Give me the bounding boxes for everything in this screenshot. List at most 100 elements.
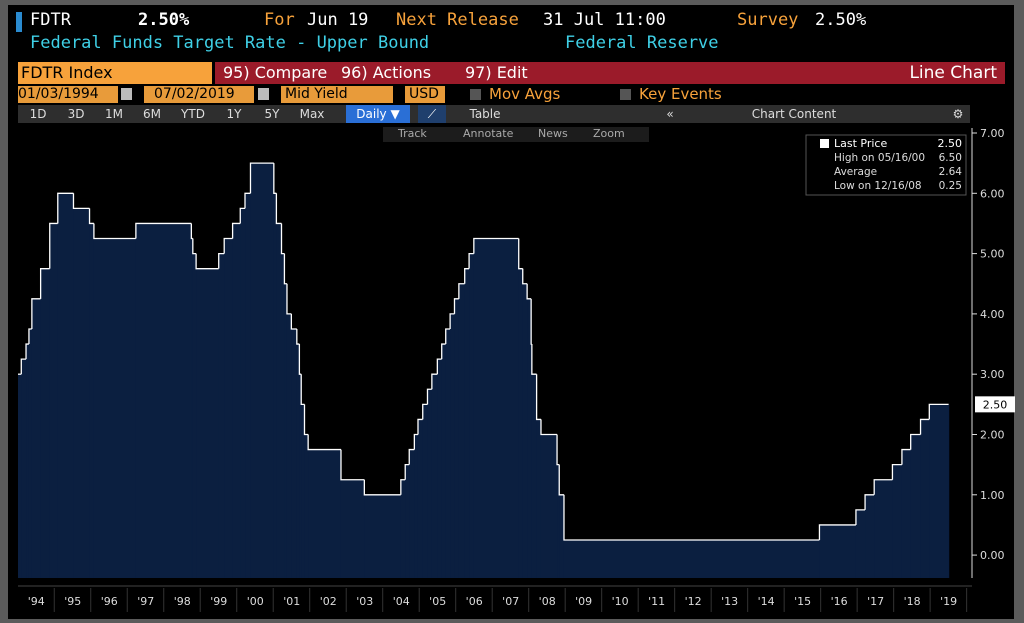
- step-line: [363, 479, 401, 496]
- x-tick-label: '11: [648, 595, 665, 608]
- step-line: [449, 313, 455, 329]
- y-tick-label: 2.00: [980, 428, 1005, 441]
- start-date[interactable]: 01/03/1994: [18, 86, 118, 103]
- y-tick-label: 3.00: [980, 368, 1005, 381]
- step-line: [928, 403, 949, 420]
- end-date[interactable]: 07/02/2019: [144, 86, 254, 103]
- chart-content[interactable]: Chart Content: [734, 105, 854, 123]
- period-button[interactable]: YTD: [172, 105, 214, 123]
- settings-icon[interactable]: ⚙: [948, 105, 968, 123]
- tool-button[interactable]: Track: [398, 127, 427, 140]
- step-line: [404, 463, 410, 480]
- x-tick-label: '19: [940, 595, 957, 608]
- menu-button[interactable]: 96) Actions: [335, 62, 461, 84]
- for-value: Jun 19: [307, 10, 369, 30]
- area-step: [536, 419, 542, 578]
- period-button[interactable]: 6M: [134, 105, 170, 123]
- step-line: [464, 268, 470, 284]
- field-select[interactable]: Mid Yield: [281, 86, 393, 103]
- security-field[interactable]: FDTR Index: [18, 62, 212, 84]
- checkbox[interactable]: [620, 89, 631, 100]
- step-line: [72, 193, 90, 210]
- price: 2.50%: [138, 10, 190, 30]
- area-step: [441, 344, 447, 578]
- tool-button[interactable]: News: [538, 127, 568, 140]
- step-line: [919, 418, 930, 435]
- x-tick-label: '96: [101, 595, 118, 608]
- area-step: [563, 540, 820, 578]
- calendar-icon[interactable]: [121, 88, 132, 100]
- area-step: [910, 434, 922, 578]
- x-tick-label: '13: [721, 595, 738, 608]
- table-button[interactable]: Table: [452, 105, 518, 123]
- area-step: [450, 313, 455, 578]
- area-step: [250, 163, 275, 578]
- area-step: [901, 449, 912, 578]
- period-button[interactable]: 3D: [58, 105, 94, 123]
- collapse[interactable]: «: [658, 105, 682, 123]
- area-step: [224, 238, 234, 579]
- step-line: [218, 252, 225, 269]
- x-tick-label: '16: [831, 595, 848, 608]
- tool-bar: [383, 127, 649, 142]
- area-step: [892, 464, 903, 578]
- y-tick-label: 1.00: [980, 489, 1005, 502]
- mov-avgs: Mov Avgs: [489, 85, 561, 103]
- area-step: [273, 193, 277, 578]
- area-step: [437, 359, 443, 578]
- calendar-icon[interactable]: [258, 88, 269, 100]
- marker: [16, 12, 22, 32]
- area-step: [340, 479, 365, 578]
- currency-select[interactable]: USD: [405, 86, 445, 103]
- x-tick-label: '08: [539, 595, 556, 608]
- step-line: [400, 479, 406, 495]
- stat-value: 0.25: [939, 180, 962, 192]
- period-button[interactable]: 1D: [20, 105, 56, 123]
- step-line: [135, 222, 192, 239]
- step-line: [540, 419, 558, 436]
- area-step: [192, 253, 197, 579]
- description: Federal Funds Target Rate - Upper Bound: [30, 33, 430, 53]
- step-line: [239, 207, 246, 224]
- step-line: [855, 509, 866, 525]
- area-step: [286, 313, 292, 578]
- y-tick-label: 6.00: [980, 187, 1005, 200]
- period-button[interactable]: 5Y: [254, 105, 290, 123]
- area-step: [191, 238, 194, 579]
- area-step: [299, 374, 302, 578]
- period-button[interactable]: Max: [292, 105, 332, 123]
- area-step: [819, 524, 857, 578]
- area-step: [469, 253, 475, 579]
- step-line: [249, 162, 274, 194]
- x-tick-label: '04: [393, 595, 410, 608]
- x-tick-label: '98: [174, 595, 191, 608]
- step-line: [422, 403, 428, 420]
- tool-button[interactable]: Zoom: [593, 127, 625, 140]
- tool-button[interactable]: Annotate: [463, 127, 514, 140]
- step-line: [303, 404, 309, 436]
- step-line: [558, 464, 564, 496]
- period-button[interactable]: 1M: [96, 105, 132, 123]
- step-line: [290, 313, 297, 330]
- step-line: [286, 283, 292, 315]
- step-line: [563, 494, 820, 541]
- step-line: [901, 448, 911, 465]
- survey-value: 2.50%: [815, 10, 867, 30]
- step-line: [458, 283, 465, 299]
- frequency[interactable]: Daily ▼: [346, 105, 410, 123]
- menu-button[interactable]: 95) Compare: [215, 62, 339, 84]
- stat-name: High on 05/16/00: [834, 152, 925, 164]
- area-step: [40, 268, 51, 578]
- source: Federal Reserve: [565, 33, 719, 53]
- menu-button[interactable]: 97) Edit: [459, 62, 555, 84]
- step-line: [431, 373, 438, 390]
- checkbox[interactable]: [470, 89, 481, 100]
- step-line: [891, 463, 902, 480]
- step-line: [556, 434, 560, 466]
- step-line: [192, 238, 197, 255]
- y-tick-label: 4.00: [980, 308, 1005, 321]
- period-button[interactable]: 1Y: [216, 105, 252, 123]
- step-line: [473, 237, 519, 254]
- chart-icon[interactable]: ⟋: [418, 105, 446, 123]
